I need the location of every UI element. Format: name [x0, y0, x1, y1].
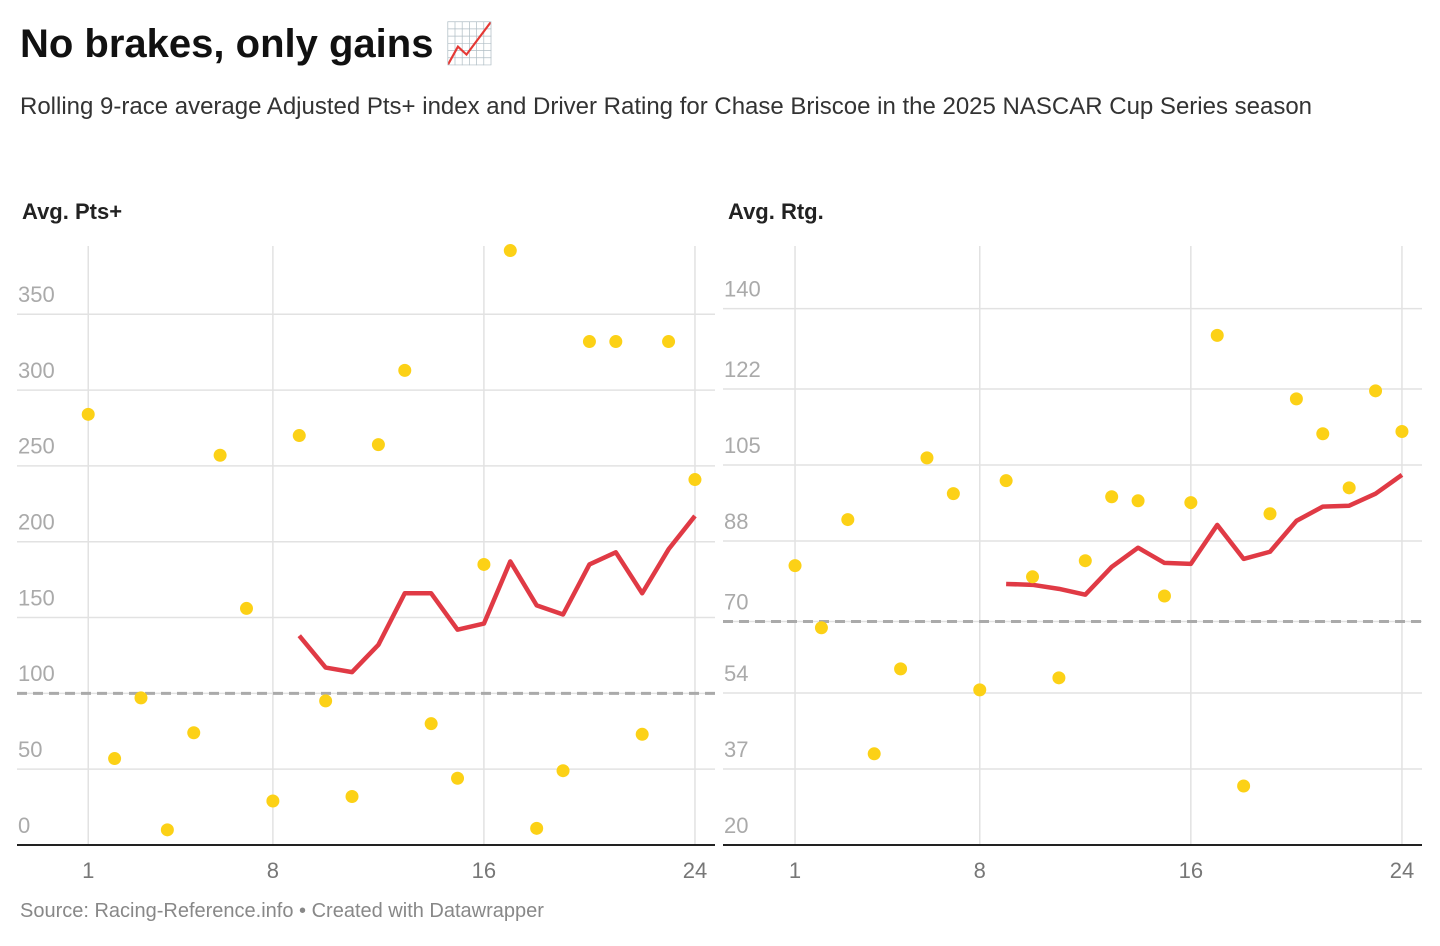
x-tick-label: 8 — [267, 858, 279, 883]
race-dot — [894, 662, 908, 676]
race-dot — [867, 747, 881, 761]
y-tick-label: 122 — [724, 357, 761, 382]
x-tick-label: 8 — [974, 858, 986, 883]
race-dot — [609, 335, 623, 349]
race-dot — [920, 451, 934, 465]
average-line — [297, 514, 697, 675]
race-dot — [292, 429, 306, 443]
race-dot — [662, 335, 676, 349]
race-dot — [582, 335, 596, 349]
race-dot — [1395, 425, 1409, 439]
race-dot — [371, 438, 385, 452]
race-dot — [946, 487, 960, 501]
race-dot — [1263, 507, 1277, 521]
race-dot — [81, 407, 95, 421]
y-tick-label: 37 — [724, 737, 748, 762]
race-dot — [1131, 494, 1145, 508]
y-tick-label: 20 — [724, 813, 748, 838]
race-dot — [530, 821, 544, 835]
y-tick-label: 150 — [18, 585, 55, 610]
subtitle: Rolling 9-race average Adjusted Pts+ ind… — [20, 93, 1313, 120]
y-tick-label: 300 — [18, 358, 55, 383]
race-dot — [814, 621, 828, 635]
race-dot — [477, 557, 491, 571]
race-dot — [635, 727, 649, 741]
race-dot — [1157, 589, 1171, 603]
race-dot — [345, 789, 359, 803]
race-dot — [134, 691, 148, 705]
race-dot — [398, 363, 412, 377]
race-dot — [424, 717, 438, 731]
header: No brakes, only gains 📈 Rolling 9-race a… — [20, 18, 1420, 124]
race-dot — [503, 244, 517, 258]
race-dot — [1210, 328, 1224, 342]
race-dot — [240, 601, 254, 615]
race-dot — [160, 823, 174, 837]
race-dot — [688, 473, 702, 487]
race-dot — [1026, 570, 1040, 584]
race-dot — [1052, 671, 1066, 685]
race-dot — [451, 771, 465, 785]
race-dot — [213, 448, 227, 462]
race-dot — [108, 752, 122, 766]
x-tick-label: 16 — [1179, 858, 1203, 883]
y-tick-label: 54 — [724, 661, 748, 686]
race-dot — [1078, 554, 1092, 568]
panel-title: Avg. Rtg. — [728, 199, 824, 224]
y-tick-label: 250 — [18, 434, 55, 459]
race-dot — [1184, 496, 1198, 510]
y-tick-label: 88 — [724, 509, 748, 534]
x-tick-label: 1 — [82, 858, 94, 883]
source: Source: Racing-Reference.info • Created … — [20, 900, 544, 922]
y-tick-label: 140 — [724, 276, 761, 301]
average-line — [1006, 473, 1404, 597]
race-dot — [1369, 384, 1383, 398]
y-tick-label: 350 — [18, 282, 55, 307]
y-tick-label: 100 — [18, 661, 55, 686]
y-tick-label: 50 — [18, 737, 42, 762]
title: No brakes, only gains 📈 — [20, 22, 495, 66]
x-tick-label: 16 — [472, 858, 496, 883]
race-dot — [187, 726, 201, 740]
y-tick-label: 0 — [18, 813, 30, 838]
race-dot — [266, 794, 280, 808]
x-tick-label: 24 — [1390, 858, 1414, 883]
race-dot — [1289, 392, 1303, 406]
race-dot — [999, 474, 1013, 488]
x-tick-label: 24 — [683, 858, 707, 883]
race-dot — [1342, 481, 1356, 495]
race-dot — [1237, 779, 1251, 793]
race-dot — [788, 559, 802, 573]
panel-title: Avg. Pts+ — [22, 199, 122, 224]
race-dot — [319, 694, 333, 708]
x-tick-label: 1 — [789, 858, 801, 883]
y-tick-label: 200 — [18, 510, 55, 535]
race-dot — [841, 513, 855, 527]
race-dot — [973, 683, 987, 697]
race-dot — [556, 764, 570, 778]
race-dot — [1105, 490, 1119, 504]
y-tick-label: 70 — [724, 589, 748, 614]
y-tick-label: 105 — [724, 433, 761, 458]
race-dot — [1316, 427, 1330, 441]
